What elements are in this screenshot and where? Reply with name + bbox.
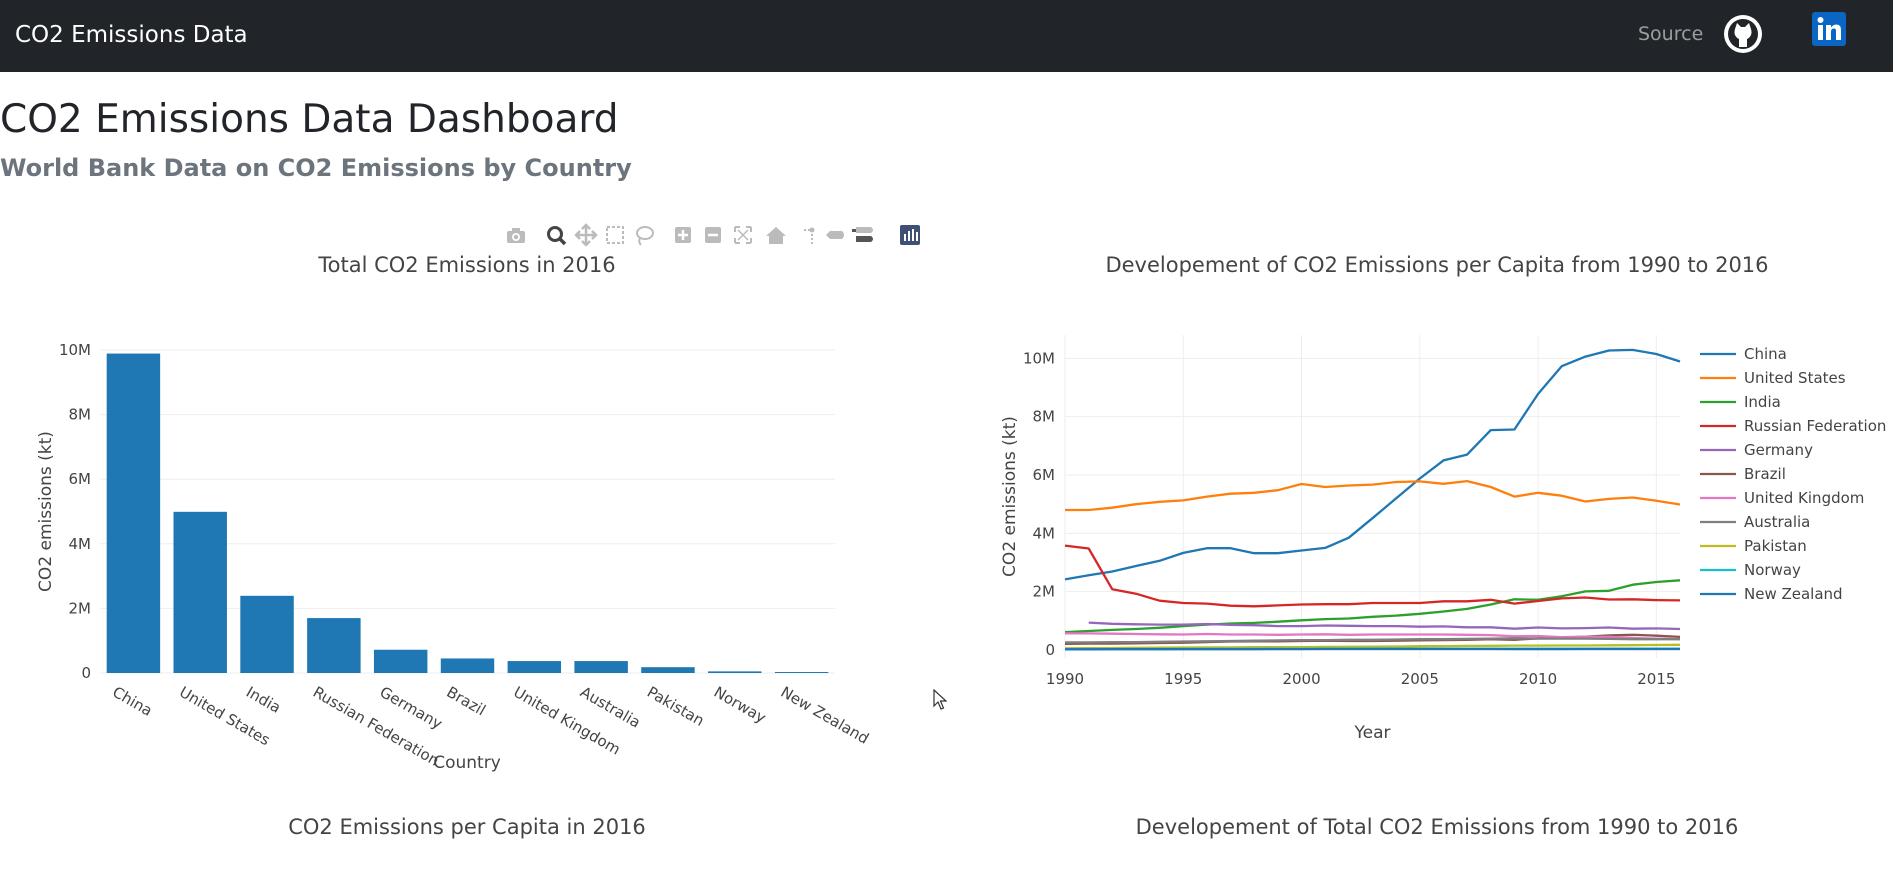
x-tick-label: New Zealand: [778, 683, 872, 748]
navbar-brand[interactable]: CO2 Emissions Data: [15, 22, 248, 48]
modebar: [507, 223, 920, 247]
y-tick-label: 4M: [69, 535, 92, 553]
legend-item[interactable]: China: [1700, 345, 1787, 363]
x-tick-label: Pakistan: [644, 683, 707, 730]
legend-item[interactable]: India: [1700, 393, 1781, 411]
bar[interactable]: [373, 649, 428, 673]
bar[interactable]: [507, 661, 562, 673]
hover-compare-icon[interactable]: [852, 227, 873, 242]
series-line[interactable]: [1065, 637, 1680, 644]
legend-label: Brazil: [1744, 465, 1786, 483]
y-tick-label: 0: [1045, 641, 1055, 659]
y-axis-title: CO2 emissions (kt): [36, 431, 56, 592]
y-tick-label: 0: [81, 664, 91, 682]
reset-axes-icon[interactable]: [766, 227, 786, 244]
autoscale-icon[interactable]: [734, 226, 752, 244]
bar[interactable]: [106, 353, 161, 673]
legend-item[interactable]: Germany: [1700, 441, 1813, 459]
series-line[interactable]: [1064, 348, 1681, 581]
bar[interactable]: [774, 672, 829, 673]
bar[interactable]: [307, 618, 361, 673]
legend-label: Russian Federation: [1744, 417, 1886, 435]
y-tick-label: 2M: [1033, 583, 1056, 601]
x-tick-label: Russian Federation: [310, 683, 442, 770]
source-link[interactable]: Source: [1638, 23, 1704, 45]
bar-chart-title: Total CO2 Emissions in 2016: [318, 253, 616, 277]
y-axis-title: CO2 emissions (kt): [1000, 416, 1020, 577]
series-line[interactable]: [1064, 643, 1681, 650]
line-chart-title: Developement of CO2 Emissions per Capita…: [1105, 253, 1769, 277]
x-axis-title: Country: [433, 753, 501, 773]
x-tick-label: Brazil: [444, 683, 489, 720]
total-emissions-chart-title: Developement of Total CO2 Emissions from…: [1135, 815, 1739, 839]
series-line[interactable]: [1088, 621, 1681, 631]
legend-label: Norway: [1744, 561, 1801, 579]
page-title: CO2 Emissions Data Dashboard: [0, 97, 619, 142]
github-icon[interactable]: [1723, 14, 1763, 54]
toggle-spikelines-icon[interactable]: [804, 227, 816, 245]
per-capita-chart-title: CO2 Emissions per Capita in 2016: [288, 815, 646, 839]
box-select-icon[interactable]: [606, 226, 624, 244]
y-tick-label: 4M: [1033, 524, 1056, 542]
x-tick-label: 1995: [1164, 670, 1202, 688]
legend-item[interactable]: Brazil: [1700, 465, 1786, 483]
pan-icon[interactable]: [574, 223, 598, 247]
bar[interactable]: [440, 658, 495, 673]
x-tick-label: 2000: [1282, 670, 1320, 688]
legend-item[interactable]: Australia: [1700, 513, 1810, 531]
zoom-in-icon[interactable]: [675, 227, 691, 243]
y-tick-label: 8M: [1033, 408, 1056, 426]
bar[interactable]: [240, 595, 294, 673]
bar[interactable]: [708, 671, 762, 673]
x-tick-label: Norway: [711, 683, 769, 727]
x-tick-label: China: [109, 683, 155, 720]
zoom-icon[interactable]: [547, 226, 567, 246]
legend-item[interactable]: United Kingdom: [1700, 489, 1864, 507]
legend-label: Pakistan: [1744, 537, 1807, 555]
legend-item[interactable]: United States: [1700, 369, 1846, 387]
legend-label: Germany: [1744, 441, 1813, 459]
bar[interactable]: [574, 661, 628, 673]
y-tick-label: 2M: [69, 599, 92, 617]
legend-label: United States: [1744, 369, 1846, 387]
legend-label: China: [1744, 345, 1787, 363]
legend-item[interactable]: Russian Federation: [1700, 417, 1886, 435]
legend-label: New Zealand: [1744, 585, 1843, 603]
mouse-cursor-icon: [933, 689, 947, 710]
x-tick-label: 2005: [1401, 670, 1439, 688]
legend-label: India: [1744, 393, 1781, 411]
y-tick-label: 10M: [1023, 349, 1055, 367]
legend-item[interactable]: Norway: [1700, 561, 1801, 579]
zoom-out-icon[interactable]: [705, 227, 721, 243]
series-line[interactable]: [1065, 479, 1681, 512]
camera-icon[interactable]: [507, 228, 525, 243]
x-tick-label: 1990: [1046, 670, 1084, 688]
line-chart[interactable]: 0 2M 4M 6M 8M 10M 1990 1995 2000 2005 2010 2015 Year…: [960, 300, 1893, 760]
series-line[interactable]: [1064, 544, 1681, 608]
x-tick-label: India: [243, 683, 284, 717]
legend-label: Australia: [1744, 513, 1810, 531]
lasso-select-icon[interactable]: [636, 226, 654, 246]
hover-closest-icon[interactable]: [826, 231, 844, 239]
legend-label: United Kingdom: [1744, 489, 1864, 507]
x-tick-label: 2015: [1637, 670, 1675, 688]
linkedin-icon[interactable]: [1812, 12, 1846, 46]
bar[interactable]: [641, 667, 695, 673]
plotly-logo-icon[interactable]: [900, 225, 920, 245]
y-tick-label: 10M: [59, 341, 91, 359]
legend-item[interactable]: Pakistan: [1700, 537, 1807, 555]
x-tick-label: 2010: [1519, 670, 1557, 688]
y-tick-label: 8M: [69, 406, 92, 424]
navbar: CO2 Emissions Data Source: [0, 0, 1893, 72]
y-tick-label: 6M: [69, 470, 92, 488]
series-line[interactable]: [1064, 579, 1681, 634]
y-tick-label: 6M: [1033, 466, 1056, 484]
series-line[interactable]: [1065, 632, 1681, 641]
x-axis-title: Year: [1354, 723, 1391, 743]
legend-item[interactable]: New Zealand: [1700, 585, 1843, 603]
bar[interactable]: [173, 511, 227, 673]
page-subtitle: World Bank Data on CO2 Emissions by Coun…: [0, 154, 632, 182]
